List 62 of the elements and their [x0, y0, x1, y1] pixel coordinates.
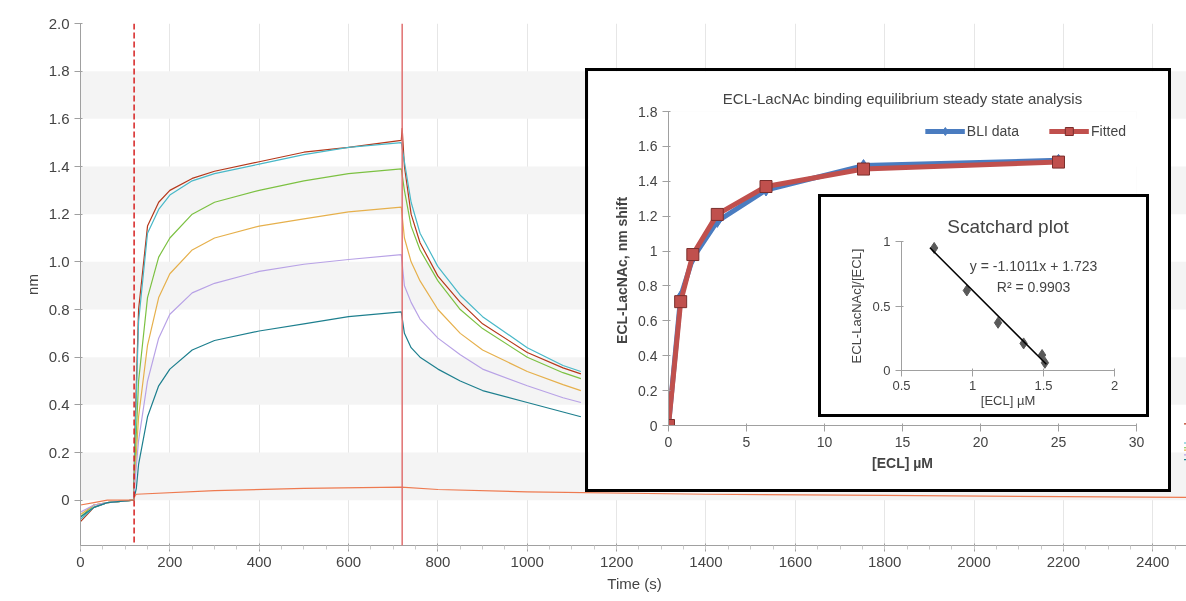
y-tick-label: 1: [649, 243, 658, 260]
x-tick-label: 800: [425, 552, 451, 570]
x-tick-label: 10: [816, 433, 833, 450]
y-tick-label: 0.6: [48, 348, 70, 366]
y-tick-label: 1.0: [48, 252, 70, 270]
y-tick-label: 1.4: [638, 173, 658, 190]
y-tick-label: 1.4: [48, 157, 70, 175]
x-tick-label: 0: [76, 552, 85, 570]
y-tick-label: 0.8: [638, 277, 658, 294]
x-tick-label: 0: [664, 433, 673, 450]
point: [674, 295, 688, 309]
y-tick-label: 0.2: [638, 382, 658, 399]
x-tick-label: 400: [246, 552, 272, 570]
y-tick-label: 1.8: [638, 103, 658, 120]
y-tick-label: 1.8: [48, 62, 70, 80]
x-tick-label: 1.5: [1034, 377, 1053, 393]
point: [993, 316, 1003, 329]
y-tick-label: 0.5: [872, 298, 891, 314]
y-tick-label: 0: [61, 491, 70, 509]
legend-label: BLI data: [966, 123, 1019, 139]
x-tick-label: 600: [336, 552, 362, 570]
x-tick-label: 1800: [868, 552, 902, 570]
x-tick-label: 20: [972, 433, 989, 450]
y-tick-label: 0.4: [48, 395, 70, 413]
x-axis-title: Time (s): [607, 574, 662, 592]
x-tick-label: 1: [968, 377, 977, 393]
chart-title: Scatchard plot: [947, 215, 1070, 237]
x-tick-label: 1600: [778, 552, 813, 570]
y-axis-title: ECL-LacNAc]/[ECL]: [849, 248, 865, 364]
x-tick-label: 2: [1110, 377, 1119, 393]
y-tick-label: 0.8: [48, 300, 70, 318]
x-tick-label: 30: [1128, 433, 1145, 450]
x-tick-label: 5: [742, 433, 751, 450]
y-axis-title: nm: [23, 274, 41, 295]
y-tick-label: 0.6: [638, 312, 658, 329]
x-tick-label: 1400: [689, 552, 723, 570]
y-tick-label: 1: [883, 234, 891, 249]
x-tick-label: 1200: [599, 552, 634, 570]
y-tick-label: 1.6: [48, 109, 70, 127]
y-tick-label: 2.0: [48, 14, 70, 32]
y-tick-label: 0.2: [48, 443, 70, 461]
y-tick-label: 1.2: [48, 205, 70, 223]
x-tick-label: 200: [157, 552, 183, 570]
y-tick-label: 0: [883, 363, 891, 378]
annotation: y = -1.1011x + 1.723: [969, 258, 1098, 275]
annotation: R² = 0.9903: [996, 278, 1071, 295]
x-tick-label: 2200: [1046, 552, 1081, 570]
legend-label: Fitted: [1090, 123, 1126, 139]
y-tick-label: 1.2: [638, 208, 658, 225]
y-tick-label: 0.4: [638, 347, 658, 364]
y-axis-title: ECL-LacNAc, nm shift: [614, 196, 631, 344]
x-tick-label: 2400: [1136, 552, 1170, 570]
y-tick-label: 0: [649, 417, 658, 434]
y-tick-label: 1.6: [638, 138, 658, 155]
x-axis-title: [ECL] µM: [872, 454, 933, 471]
point: [710, 207, 724, 221]
x-axis-title: [ECL] µM: [980, 392, 1036, 408]
x-tick-label: 25: [1050, 433, 1067, 450]
x-tick-label: 2000: [957, 552, 991, 570]
chart-title: ECL-LacNAc binding equilibrium steady state analysis: [722, 89, 1083, 107]
x-tick-label: 1000: [510, 552, 544, 570]
x-tick-label: 15: [894, 433, 911, 450]
